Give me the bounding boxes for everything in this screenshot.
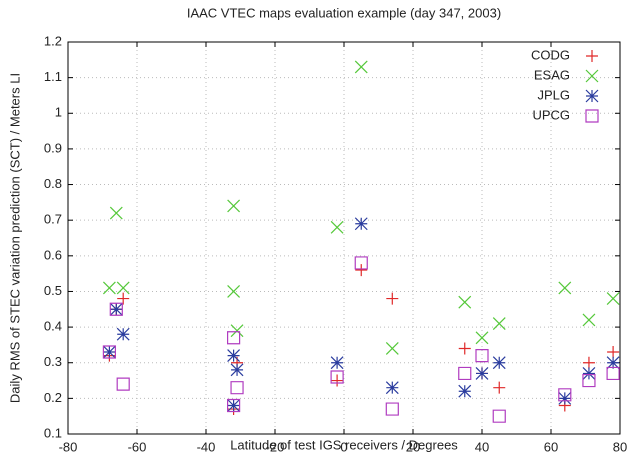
point (492, 409, 506, 423)
point (475, 349, 489, 363)
point (330, 356, 344, 370)
y-tick-label: 0.9 (44, 140, 62, 155)
legend-label: JPLG (537, 87, 570, 102)
point (230, 324, 244, 338)
point (330, 370, 344, 384)
x-tick-label: 40 (475, 439, 489, 454)
x-tick-label: -40 (197, 439, 216, 454)
point (109, 302, 123, 316)
point (386, 292, 399, 305)
point (330, 220, 344, 234)
point (582, 313, 596, 327)
point (558, 281, 572, 295)
point (355, 264, 368, 277)
point (116, 327, 130, 341)
point (582, 356, 595, 369)
y-tick-label: 1 (55, 105, 62, 120)
point (227, 285, 241, 298)
point (109, 206, 123, 220)
y-tick-label: 0.3 (44, 354, 62, 369)
point (331, 374, 344, 387)
y-tick-label: 0.2 (44, 390, 62, 405)
y-tick-label: 0.6 (44, 247, 62, 262)
point (606, 292, 620, 306)
chart-title: IAAC VTEC maps evaluation example (day 3… (187, 5, 501, 20)
point (475, 366, 489, 380)
y-tick-label: 1.2 (44, 33, 62, 48)
point (493, 381, 506, 394)
point (458, 342, 471, 355)
point (102, 345, 116, 359)
point (558, 388, 572, 402)
y-tick-label: 0.7 (44, 212, 62, 227)
point (230, 381, 244, 395)
point (109, 302, 123, 316)
point (458, 384, 472, 398)
point (227, 399, 241, 412)
point (475, 331, 489, 345)
point (117, 292, 130, 305)
legend-label: ESAG (534, 67, 570, 82)
legend-marker (585, 109, 599, 123)
point (227, 331, 241, 345)
y-tick-label: 0.8 (44, 176, 62, 191)
point (385, 342, 399, 355)
x-tick-label: -60 (128, 439, 147, 454)
point (227, 199, 241, 213)
legend-label: CODG (531, 47, 570, 62)
x-tick-label: -20 (266, 439, 285, 454)
legend-marker (586, 50, 598, 62)
point (354, 256, 368, 270)
point (458, 366, 472, 381)
point (582, 373, 596, 388)
y-tick-label: 0.4 (44, 319, 62, 334)
x-axis-label: Latitude of test IGS receivers / Degrees (230, 437, 458, 452)
point (227, 349, 241, 363)
point (385, 381, 399, 395)
point (354, 60, 368, 74)
point (102, 281, 116, 295)
point (227, 398, 241, 413)
x-tick-label: 60 (544, 439, 558, 454)
point (116, 377, 130, 391)
x-tick-label: 0 (340, 439, 347, 454)
point (458, 295, 472, 309)
point (230, 363, 244, 377)
x-tick-label: 20 (406, 439, 420, 454)
point (102, 345, 116, 359)
point (606, 356, 620, 370)
point (492, 356, 506, 370)
x-tick-label: 80 (613, 439, 627, 454)
x-tick-label: -80 (59, 439, 78, 454)
point (492, 317, 506, 330)
point (116, 281, 130, 295)
point (354, 217, 368, 231)
legend-marker (585, 69, 599, 83)
y-tick-label: 0.5 (44, 283, 62, 298)
y-axis-label: Daily RMS of STEC variation prediction (… (7, 73, 22, 403)
point (606, 366, 620, 381)
legend-label: UPCG (532, 107, 570, 122)
point (385, 402, 399, 416)
point (582, 366, 596, 380)
point (607, 346, 620, 359)
y-tick-label: 1.1 (44, 69, 62, 84)
legend-marker (585, 89, 599, 103)
y-tick-label: 0.1 (44, 425, 62, 440)
point (558, 391, 572, 405)
